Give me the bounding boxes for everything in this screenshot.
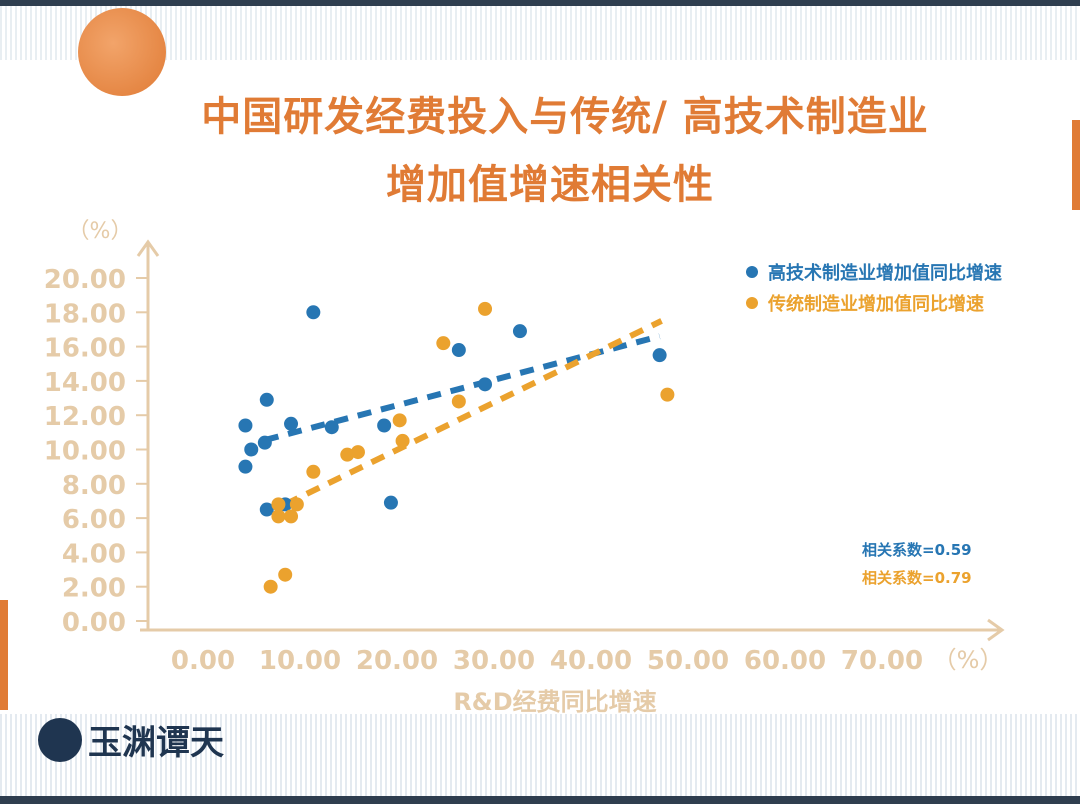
data-point-series-0	[259, 392, 274, 407]
data-point-series-1	[306, 464, 321, 479]
y-tick-label: 16.00	[44, 334, 126, 364]
correlation-high-tech: 相关系数=0.59	[862, 541, 972, 559]
y-tick-label: 8.00	[62, 471, 126, 501]
bottom-decoration	[0, 714, 1080, 804]
correlation-traditional: 相关系数=0.79	[862, 569, 972, 587]
data-point-series-1	[350, 445, 365, 460]
data-point-series-0	[238, 459, 253, 474]
data-point-series-0	[478, 377, 493, 392]
sun-decoration	[78, 8, 166, 96]
data-point-series-1	[392, 413, 407, 428]
y-tick-label: 0.00	[62, 608, 126, 638]
data-point-series-0	[257, 435, 272, 450]
y-tick-label: 20.00	[44, 265, 126, 295]
data-point-series-0	[238, 418, 253, 433]
chart-title-line1: 中国研发经费投入与传统/ 高技术制造业	[201, 94, 929, 140]
data-point-series-0	[324, 420, 339, 435]
chart-title-line2: 增加值增速相关性	[386, 162, 714, 208]
data-point-series-0	[244, 442, 259, 457]
data-point-series-1	[289, 497, 304, 512]
y-axis-arrow	[136, 239, 160, 257]
x-tick-label: 60.00	[744, 646, 826, 676]
data-point-series-1	[263, 579, 278, 594]
x-axis-arrow	[987, 618, 1005, 642]
x-tick-label: 40.00	[550, 646, 632, 676]
data-point-series-1	[340, 447, 355, 462]
data-point-series-0	[377, 418, 392, 433]
data-point-series-1	[271, 509, 286, 524]
y-unit-label: （%）	[68, 219, 133, 244]
y-tick-label: 6.00	[62, 505, 126, 535]
x-tick-label: 50.00	[647, 646, 729, 676]
y-tick-label: 4.00	[62, 539, 126, 569]
data-point-series-1	[284, 509, 299, 524]
y-tick-label: 18.00	[44, 299, 126, 329]
data-point-series-1	[271, 497, 286, 512]
x-tick-label: 70.00	[841, 646, 923, 676]
logo-icon	[38, 717, 82, 762]
data-point-series-0	[259, 502, 274, 517]
y-tick-label: 14.00	[44, 368, 126, 398]
left-accent	[0, 600, 8, 710]
x-tick-label: 20.00	[356, 646, 438, 676]
y-tick-label: 2.00	[62, 574, 126, 604]
data-point-series-1	[395, 433, 410, 448]
x-tick-label: 30.00	[453, 646, 535, 676]
logo: 玉渊谭天	[38, 715, 224, 764]
legend-label-high-tech: 高技术制造业增加值同比增速	[768, 262, 1002, 284]
logo-text: 玉渊谭天	[88, 723, 224, 763]
legend-marker-high-tech	[746, 266, 758, 278]
x-unit-label: （%）	[933, 646, 1004, 674]
data-point-series-1	[478, 301, 493, 316]
data-point-series-1	[436, 336, 451, 351]
legend-label-traditional: 传统制造业增加值同比增速	[767, 293, 984, 315]
data-point-series-0	[512, 324, 527, 339]
data-point-series-0	[284, 416, 299, 431]
y-tick-label: 12.00	[44, 402, 126, 432]
data-point-series-0	[652, 348, 667, 363]
data-point-series-1	[451, 394, 466, 409]
x-tick-label: 10.00	[259, 646, 341, 676]
data-point-series-0	[306, 305, 321, 320]
data-point-series-1	[278, 567, 293, 582]
x-axis-label: R&D经费同比增速	[453, 688, 656, 716]
top-decoration	[0, 0, 1080, 60]
top-bar	[0, 0, 1080, 6]
x-tick-label: 0.00	[171, 646, 235, 676]
right-accent	[1072, 120, 1080, 210]
y-tick-label: 10.00	[44, 437, 126, 467]
data-point-series-0	[451, 343, 466, 358]
data-point-series-0	[383, 495, 398, 510]
data-point-series-1	[660, 387, 675, 402]
legend-marker-traditional	[746, 297, 758, 309]
trendline-series-1	[283, 318, 663, 508]
bottom-bar	[0, 796, 1080, 804]
